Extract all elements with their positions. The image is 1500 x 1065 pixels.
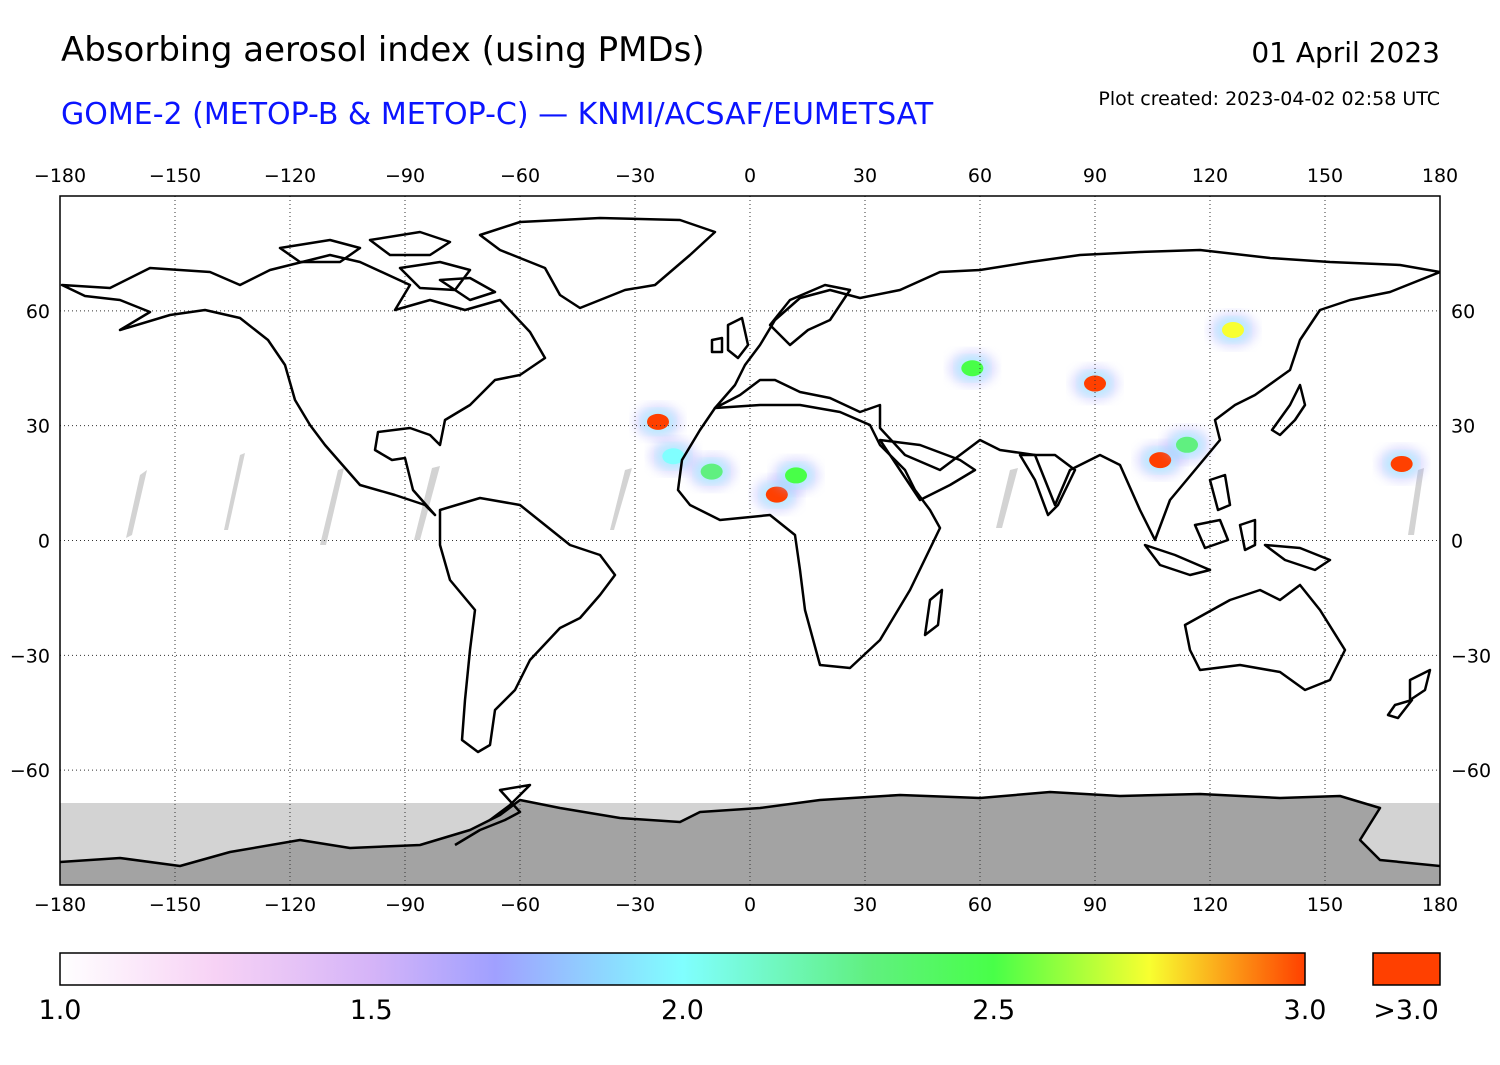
- latitude-tick-label: 0: [38, 531, 50, 553]
- longitude-tick-label: −150: [149, 165, 201, 187]
- aerosol-plume: [1071, 365, 1119, 402]
- latitude-tick-label: 0: [1451, 531, 1463, 553]
- longitude-tick-label: 60: [968, 165, 992, 187]
- longitude-tick-label: 150: [1307, 894, 1343, 916]
- longitude-tick-label: −120: [264, 894, 316, 916]
- map-title: Absorbing aerosol index (using PMDs): [61, 30, 705, 70]
- colorbar-tick-label: 3.0: [1283, 995, 1327, 1026]
- coastline-antarctica: [60, 790, 1440, 868]
- plume-core: [700, 463, 723, 480]
- latitude-labels-right: 60 30 0 −30 −60: [1451, 301, 1491, 782]
- coastlines: [60, 216, 1440, 868]
- latitude-tick-label: −60: [10, 760, 50, 782]
- colorbar-tick-label: 2.0: [661, 995, 704, 1026]
- longitude-tick-label: −120: [264, 165, 316, 187]
- coastline-british-isles: [710, 316, 750, 360]
- plume-core: [1390, 455, 1413, 472]
- longitude-tick-label: −30: [615, 165, 655, 187]
- plume-core: [662, 448, 685, 465]
- coastline-south-america: [438, 496, 617, 754]
- aerosol-plumes: [634, 311, 1426, 513]
- longitude-tick-label: 30: [853, 165, 877, 187]
- aerosol-plume: [1377, 445, 1426, 482]
- longitude-tick-label: 60: [968, 894, 992, 916]
- latitude-tick-label: 60: [1451, 301, 1475, 323]
- coastline-arctic-islands: [278, 230, 497, 302]
- no-data-swaths: [126, 453, 1424, 545]
- colorbar: [59, 952, 1306, 986]
- coastline-eurasia: [713, 248, 1440, 542]
- longitude-tick-label: 30: [853, 894, 877, 916]
- colorbar-overflow-label: >3.0: [1373, 995, 1439, 1026]
- coastline-africa: [676, 403, 942, 670]
- latitude-tick-label: −30: [1451, 645, 1491, 667]
- longitude-labels-bottom: −180 −150 −120 −90 −60 −30 0 30 60 90 120 150 180: [34, 894, 1458, 916]
- coastline-greenland: [478, 216, 717, 310]
- plot-created-timestamp: Plot created: 2023-04-02 02:58 UTC: [1098, 88, 1440, 110]
- aerosol-plume: [1163, 426, 1211, 463]
- latitude-tick-label: 60: [26, 301, 50, 323]
- coastline-new-zealand: [1386, 668, 1432, 720]
- longitude-tick-label: −90: [385, 165, 425, 187]
- plume-core: [765, 486, 788, 503]
- plume-core: [1176, 436, 1198, 453]
- aerosol-plume: [687, 453, 736, 490]
- longitude-tick-label: 0: [744, 894, 756, 916]
- colorbar-tick-label: 1.0: [38, 995, 82, 1026]
- coastline-north-america: [60, 253, 547, 517]
- longitude-tick-label: −60: [500, 894, 540, 916]
- aerosol-plume: [948, 350, 997, 387]
- aerosol-plume: [634, 403, 682, 440]
- latitude-tick-label: 30: [26, 416, 50, 438]
- plume-core: [1149, 452, 1172, 469]
- plume-core: [961, 360, 984, 377]
- longitude-tick-label: 0: [744, 165, 756, 187]
- latitude-labels-left: 60 30 0 −30 −60: [10, 301, 50, 782]
- colorbar-tick-label: 2.5: [972, 995, 1016, 1026]
- longitude-tick-label: −180: [34, 165, 86, 187]
- aerosol-plume: [1209, 311, 1257, 348]
- longitude-tick-label: −30: [615, 894, 655, 916]
- longitude-tick-label: −180: [34, 894, 86, 916]
- coastline-japan: [1270, 383, 1307, 437]
- coastline-madagascar: [923, 588, 944, 637]
- plume-core: [647, 413, 669, 430]
- coastline-india: [1018, 453, 1077, 517]
- longitude-tick-label: 90: [1083, 165, 1107, 187]
- longitude-tick-label: 120: [1192, 165, 1228, 187]
- map-date: 01 April 2023: [1251, 36, 1440, 69]
- latitude-tick-label: −30: [10, 645, 50, 667]
- longitude-tick-label: 180: [1422, 165, 1458, 187]
- map-frame: [59, 195, 1441, 886]
- longitude-labels-top: −180 −150 −120 −90 −60 −30 0 30 60 90 120 150 180: [34, 165, 1458, 187]
- longitude-tick-label: −150: [149, 894, 201, 916]
- plume-core: [1222, 321, 1244, 338]
- latitude-tick-label: 30: [1451, 416, 1475, 438]
- aerosol-plume: [772, 457, 820, 494]
- longitude-tick-label: 120: [1192, 894, 1228, 916]
- map-subtitle: GOME-2 (METOP-B & METOP-C) — KNMI/ACSAF/…: [61, 97, 934, 132]
- plume-core: [1084, 375, 1106, 392]
- coastline-scandinavia: [768, 283, 852, 347]
- coastline-maritime-asia: [1143, 473, 1332, 577]
- longitude-tick-label: 180: [1422, 894, 1458, 916]
- coastline-arabia: [878, 438, 977, 502]
- plume-core: [785, 467, 807, 484]
- coastline-antarctic-peninsula: [454, 783, 532, 847]
- coastline-australia: [1183, 583, 1347, 692]
- antarctica-land: [60, 792, 1440, 885]
- longitude-tick-label: −60: [500, 165, 540, 187]
- latitude-tick-label: −60: [1451, 760, 1491, 782]
- graticule: [60, 196, 1440, 885]
- map-plot-area: [60, 196, 1440, 885]
- colorbar-tick-label: 1.5: [349, 995, 393, 1026]
- longitude-tick-label: 150: [1307, 165, 1343, 187]
- longitude-tick-label: −90: [385, 894, 425, 916]
- longitude-tick-label: 90: [1083, 894, 1107, 916]
- colorbar-overflow-swatch: [1372, 952, 1441, 986]
